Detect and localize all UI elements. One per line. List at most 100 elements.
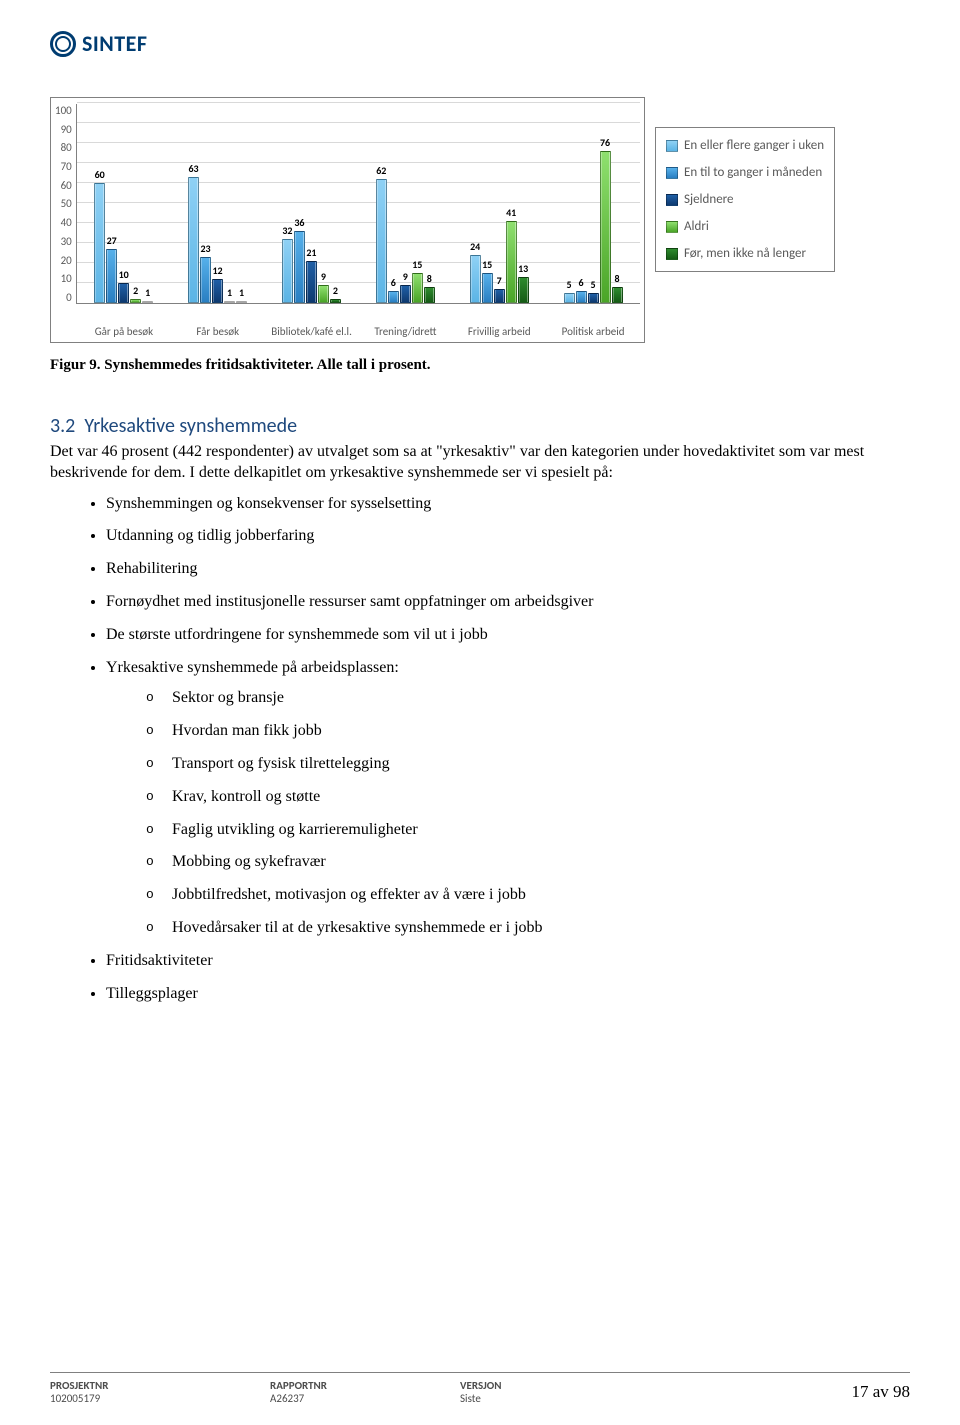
bar-wrap: 12 bbox=[212, 104, 223, 303]
bar-wrap: 6 bbox=[576, 104, 587, 303]
bar-value-label: 76 bbox=[600, 136, 610, 149]
bar-wrap: 27 bbox=[106, 104, 117, 303]
list-item: Utdanning og tidlig jobberfaring bbox=[106, 526, 910, 547]
bar-wrap: 21 bbox=[306, 104, 317, 303]
bar bbox=[400, 285, 411, 303]
bar bbox=[482, 273, 493, 303]
bar bbox=[188, 177, 199, 303]
bar-wrap: 15 bbox=[412, 104, 423, 303]
sub-list: Sektor og bransjeHvordan man fikk jobbTr… bbox=[106, 688, 910, 938]
bar-value-label: 7 bbox=[497, 274, 502, 287]
x-tick-label: Trening/idrett bbox=[358, 326, 452, 338]
bar-value-label: 8 bbox=[615, 272, 620, 285]
figure-caption-bold: Figur 9. Synshemmedes fritidsaktiviteter… bbox=[50, 357, 431, 373]
figure-caption: Figur 9. Synshemmedes fritidsaktiviteter… bbox=[50, 357, 910, 374]
bar bbox=[118, 283, 129, 303]
y-tick: 40 bbox=[55, 216, 72, 229]
list-item: De største utfordringene for synshemmede… bbox=[106, 625, 910, 646]
bar-value-label: 10 bbox=[119, 268, 129, 281]
bar-value-label: 13 bbox=[518, 262, 528, 275]
bar-wrap: 23 bbox=[200, 104, 211, 303]
page-number: 17 av 98 bbox=[851, 1382, 910, 1402]
legend-item: En eller flere ganger i uken bbox=[666, 138, 824, 153]
bar bbox=[424, 287, 435, 303]
bar bbox=[294, 231, 305, 303]
x-tick-label: Bibliotek/kafé el.l. bbox=[265, 326, 359, 338]
bar bbox=[564, 293, 575, 303]
bar-value-label: 21 bbox=[306, 246, 316, 259]
legend-item: En til to ganger i måneden bbox=[666, 165, 824, 180]
bar-wrap: 1 bbox=[142, 104, 153, 303]
legend-swatch bbox=[666, 167, 678, 179]
y-axis: 0102030405060708090100 bbox=[55, 104, 76, 304]
sub-list-item: Krav, kontroll og støtte bbox=[146, 787, 910, 808]
bar-wrap: 32 bbox=[282, 104, 293, 303]
y-tick: 60 bbox=[55, 179, 72, 192]
y-tick: 10 bbox=[55, 272, 72, 285]
bar-value-label: 60 bbox=[95, 168, 105, 181]
bar-wrap: 13 bbox=[518, 104, 529, 303]
bar-group: 60271021 bbox=[77, 104, 171, 303]
bar bbox=[106, 249, 117, 303]
bar bbox=[94, 183, 105, 303]
bar-value-label: 1 bbox=[239, 286, 244, 299]
bar bbox=[588, 293, 599, 303]
y-tick: 30 bbox=[55, 235, 72, 248]
x-tick-label: Frivillig arbeid bbox=[452, 326, 546, 338]
section-paragraph: Det var 46 prosent (442 respondenter) av… bbox=[50, 442, 910, 484]
sub-list-item: Mobbing og sykefravær bbox=[146, 852, 910, 873]
bar-value-label: 6 bbox=[579, 276, 584, 289]
bar-wrap: 63 bbox=[188, 104, 199, 303]
bar bbox=[376, 179, 387, 303]
bar-group: 3236 21 92 bbox=[264, 104, 358, 303]
legend-item: Sjeldnere bbox=[666, 192, 824, 207]
y-tick: 80 bbox=[55, 141, 72, 154]
y-tick: 100 bbox=[55, 104, 72, 117]
y-tick: 20 bbox=[55, 254, 72, 267]
x-tick-label: Går på besøk bbox=[77, 326, 171, 338]
plot-area: 6027102163231211323621926269158241574113… bbox=[76, 104, 640, 304]
footer-label: RAPPORTNR bbox=[270, 1379, 460, 1392]
bar-wrap: 8 bbox=[424, 104, 435, 303]
bar bbox=[612, 287, 623, 303]
bar-value-label: 12 bbox=[212, 264, 222, 277]
logo-icon bbox=[50, 31, 76, 57]
bar-wrap: 10 bbox=[118, 104, 129, 303]
bar bbox=[506, 221, 517, 303]
y-tick: 0 bbox=[55, 291, 72, 304]
bar-value-label: 15 bbox=[482, 258, 492, 271]
sub-list-item: Sektor og bransje bbox=[146, 688, 910, 709]
bullet-list: Synshemmingen og konsekvenser for syssel… bbox=[50, 494, 910, 1017]
gridline bbox=[77, 102, 640, 103]
footer-value: A26237 bbox=[270, 1392, 460, 1405]
bar-value-label: 9 bbox=[321, 270, 326, 283]
bar-value-label: 8 bbox=[427, 272, 432, 285]
x-tick-label: Får besøk bbox=[171, 326, 265, 338]
x-tick-label: Politisk arbeid bbox=[546, 326, 640, 338]
footer-label: PROSJEKTNR bbox=[50, 1379, 270, 1392]
legend-item: Aldri bbox=[666, 219, 824, 234]
bar-group: 62 69 15 8 bbox=[358, 104, 452, 303]
bar-wrap: 15 bbox=[482, 104, 493, 303]
bar bbox=[518, 277, 529, 303]
bar-value-label: 9 bbox=[403, 270, 408, 283]
bar-value-label: 36 bbox=[294, 216, 304, 229]
legend-swatch bbox=[666, 194, 678, 206]
bar bbox=[200, 257, 211, 303]
bar-wrap: 9 bbox=[318, 104, 329, 303]
bar-wrap: 5 bbox=[588, 104, 599, 303]
bar-wrap: 7 bbox=[494, 104, 505, 303]
bar-value-label: 2 bbox=[333, 284, 338, 297]
bar-value-label: 63 bbox=[188, 162, 198, 175]
bar bbox=[412, 273, 423, 303]
legend-label: En til to ganger i måneden bbox=[684, 165, 822, 180]
bar bbox=[212, 279, 223, 303]
legend-swatch bbox=[666, 221, 678, 233]
bar-wrap: 1 bbox=[224, 104, 235, 303]
legend-label: Før, men ikke nå lenger bbox=[684, 246, 806, 261]
bar-value-label: 6 bbox=[391, 276, 396, 289]
y-tick: 50 bbox=[55, 197, 72, 210]
bar-wrap: 62 bbox=[376, 104, 387, 303]
section-heading: 3.2 Yrkesaktive synshemmede bbox=[50, 414, 910, 438]
bar-value-label: 32 bbox=[282, 224, 292, 237]
